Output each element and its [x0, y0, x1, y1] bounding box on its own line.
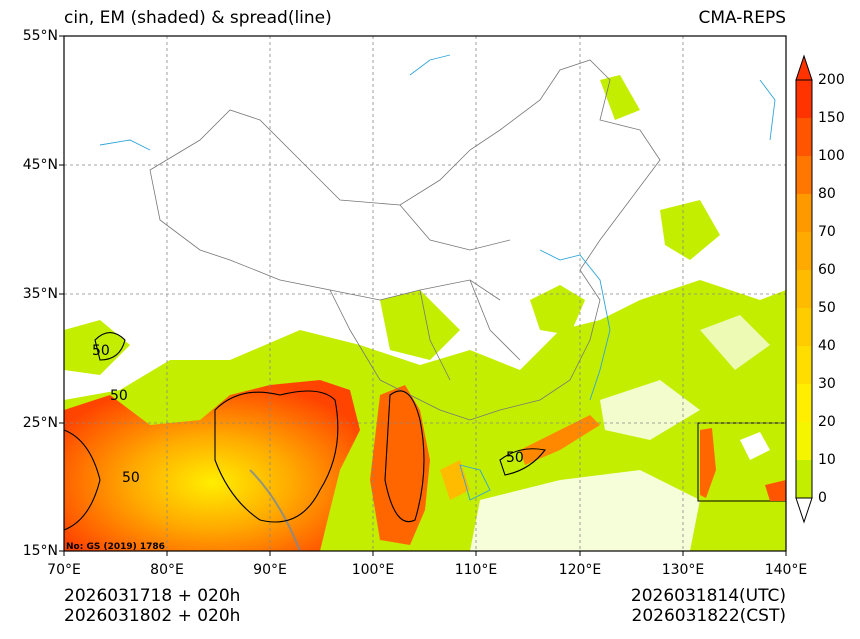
colorbar-label: 20	[818, 414, 836, 430]
contour-label: 50	[122, 470, 140, 486]
colorbar-label: 10	[818, 452, 836, 468]
model-name: CMA-REPS	[698, 8, 786, 28]
lat-label: 25°N	[22, 415, 58, 431]
colorbar-label: 0	[818, 490, 827, 506]
colorbar-label: 40	[818, 338, 836, 354]
contour-label: 50	[92, 343, 110, 359]
init-time-block: 2026031718 + 020h 2026031802 + 020h	[64, 586, 240, 626]
lat-label: 15°N	[22, 543, 58, 559]
colorbar-extend-max	[795, 54, 813, 81]
init-time-utc: 2026031718 + 020h	[64, 586, 241, 606]
lat-label: 55°N	[22, 28, 58, 44]
valid-time-utc: 2026031814(UTC)	[630, 586, 786, 606]
coastlines	[99, 54, 776, 501]
axis-ticks	[59, 35, 787, 556]
map-title: cin, EM (shaded) & spread(line)	[64, 8, 332, 28]
lon-label: 70°E	[47, 562, 81, 578]
contour-label-group: 50 50 50 50	[92, 343, 524, 486]
map-approval-number: No: GS (2019) 1786	[66, 542, 165, 552]
lat-label: 35°N	[22, 286, 58, 302]
lon-label: 100°E	[351, 562, 395, 578]
colorbar-extend-min	[795, 497, 813, 524]
valid-time-block: 2026031814(UTC) 2026031822(CST)	[631, 586, 786, 626]
colorbar-label: 80	[818, 186, 836, 202]
valid-time-cst: 2026031822(CST)	[631, 606, 786, 626]
spread-contours	[63, 331, 546, 531]
colorbar-label: 200	[818, 72, 845, 88]
colorbar-label: 150	[818, 110, 845, 126]
contour-label: 50	[110, 388, 128, 404]
colorbar-label: 70	[818, 224, 836, 240]
lat-label: 45°N	[22, 157, 58, 173]
init-time-cst: 2026031802 + 020h	[64, 606, 241, 626]
shaded-field	[64, 36, 786, 551]
colorbar-label: 30	[818, 376, 836, 392]
colorbar-label: 60	[818, 262, 836, 278]
graticule	[64, 36, 786, 551]
colorbar-label: 50	[818, 300, 836, 316]
lon-label: 110°E	[454, 562, 498, 578]
boundaries	[149, 59, 661, 421]
lon-label: 80°E	[150, 562, 184, 578]
lon-label: 120°E	[558, 562, 602, 578]
colorbar-label: 100	[818, 148, 845, 164]
lon-label: 140°E	[764, 562, 808, 578]
contour-label: 50	[506, 450, 524, 466]
colorbar	[795, 54, 813, 524]
lon-label: 90°E	[253, 562, 287, 578]
lon-label: 130°E	[661, 562, 705, 578]
